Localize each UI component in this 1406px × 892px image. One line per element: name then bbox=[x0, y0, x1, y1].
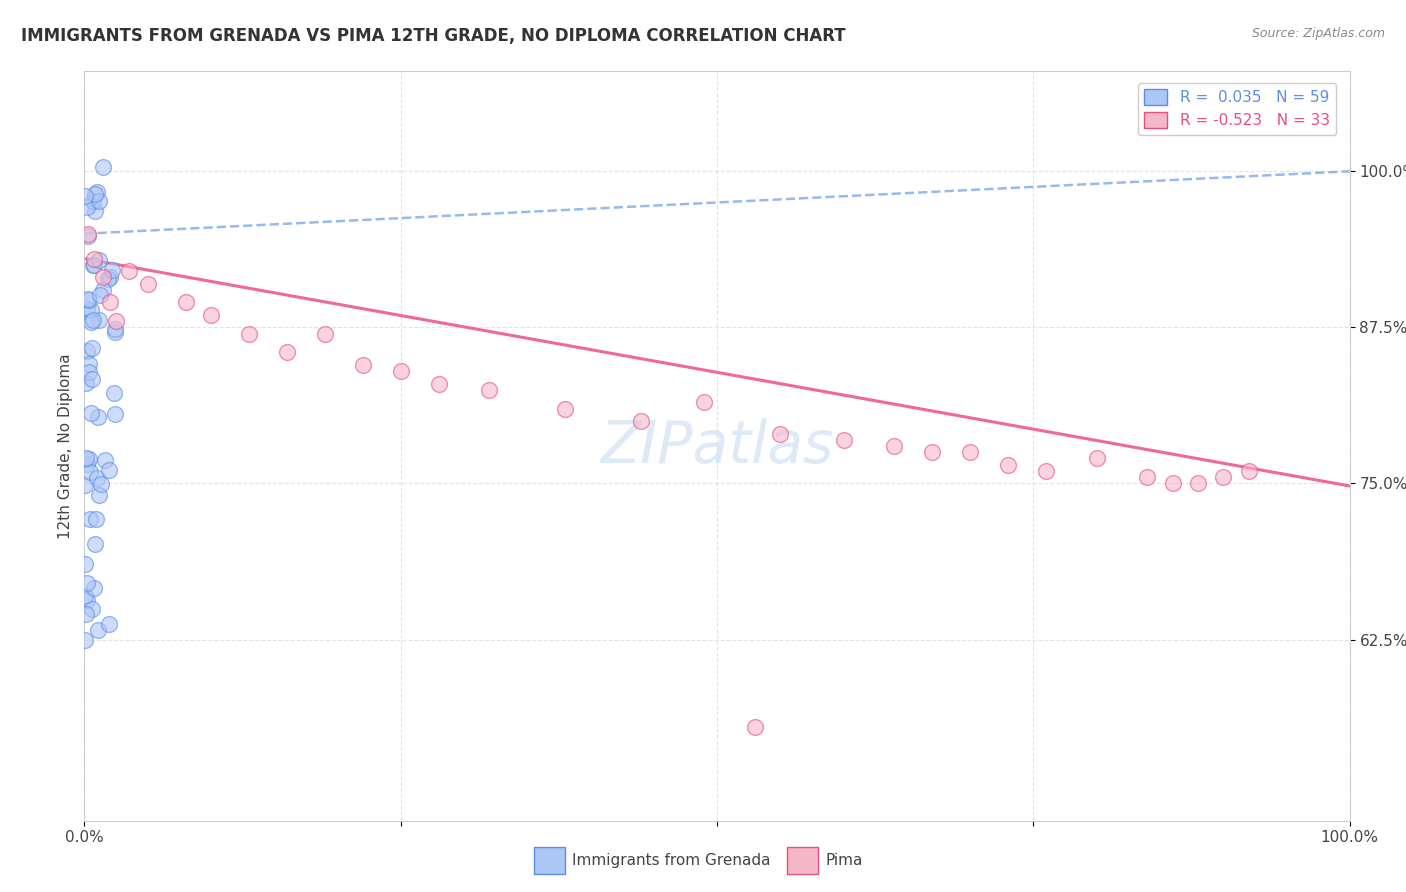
Point bbox=[883, 439, 905, 453]
Point bbox=[1187, 476, 1209, 491]
Point bbox=[87, 488, 110, 502]
Point bbox=[100, 270, 122, 285]
Point bbox=[89, 288, 111, 302]
Point bbox=[693, 395, 716, 409]
Point bbox=[921, 445, 943, 459]
Point bbox=[75, 451, 97, 466]
Point bbox=[98, 295, 121, 310]
Point bbox=[87, 624, 110, 638]
Point bbox=[84, 512, 107, 526]
Point bbox=[76, 458, 98, 472]
Point bbox=[82, 601, 104, 615]
Point bbox=[103, 385, 125, 400]
Point bbox=[427, 376, 450, 391]
Point bbox=[80, 371, 103, 385]
Point bbox=[389, 364, 412, 378]
Point bbox=[76, 344, 98, 359]
Point bbox=[80, 406, 103, 420]
Point bbox=[90, 477, 112, 491]
Point bbox=[77, 292, 100, 306]
Point bbox=[82, 258, 104, 272]
Point bbox=[82, 194, 104, 208]
Point bbox=[87, 313, 110, 327]
Point bbox=[75, 557, 97, 571]
Point bbox=[76, 229, 98, 244]
Point bbox=[91, 160, 114, 174]
Point bbox=[76, 593, 98, 607]
Point bbox=[997, 458, 1019, 472]
Text: Source: ZipAtlas.com: Source: ZipAtlas.com bbox=[1251, 27, 1385, 40]
Point bbox=[105, 314, 127, 328]
Point bbox=[87, 194, 110, 208]
Legend: R =  0.035   N = 59, R = -0.523   N = 33: R = 0.035 N = 59, R = -0.523 N = 33 bbox=[1139, 83, 1336, 135]
Point bbox=[83, 186, 105, 201]
Point bbox=[104, 408, 127, 422]
Point bbox=[97, 617, 120, 632]
Point bbox=[136, 277, 159, 291]
Point bbox=[75, 632, 97, 647]
Point bbox=[174, 295, 197, 310]
Point bbox=[75, 607, 97, 621]
Point bbox=[73, 478, 96, 492]
Point bbox=[314, 326, 336, 341]
Point bbox=[1085, 451, 1108, 466]
Point bbox=[80, 302, 103, 317]
Point bbox=[104, 321, 127, 335]
Point bbox=[83, 259, 105, 273]
Point bbox=[77, 227, 100, 241]
Point bbox=[1212, 470, 1234, 484]
Point bbox=[630, 414, 652, 428]
Point bbox=[98, 463, 121, 477]
Y-axis label: 12th Grade, No Diploma: 12th Grade, No Diploma bbox=[58, 353, 73, 539]
Point bbox=[80, 315, 103, 329]
Point bbox=[1035, 464, 1057, 478]
Point bbox=[76, 302, 98, 317]
Point bbox=[84, 203, 107, 218]
Text: Immigrants from Grenada: Immigrants from Grenada bbox=[572, 854, 770, 868]
Point bbox=[93, 453, 115, 467]
Point bbox=[554, 401, 576, 416]
Point bbox=[104, 325, 127, 339]
Point bbox=[77, 357, 100, 371]
Point bbox=[77, 366, 100, 380]
Point bbox=[79, 511, 101, 525]
Point bbox=[238, 326, 260, 341]
Point bbox=[91, 283, 114, 297]
Point bbox=[352, 358, 374, 372]
Point bbox=[97, 272, 120, 286]
Point bbox=[86, 410, 108, 425]
Text: ZIPatlas: ZIPatlas bbox=[600, 417, 834, 475]
Point bbox=[82, 341, 104, 355]
Point bbox=[1237, 464, 1260, 478]
Point bbox=[118, 264, 141, 278]
Point bbox=[84, 537, 107, 551]
Point bbox=[86, 185, 108, 199]
Point bbox=[478, 383, 501, 397]
Point bbox=[200, 308, 222, 322]
Point bbox=[86, 471, 108, 485]
Point bbox=[769, 426, 792, 441]
Point bbox=[1136, 470, 1159, 484]
Point bbox=[832, 433, 855, 447]
Point bbox=[83, 252, 105, 266]
Point bbox=[76, 200, 98, 214]
Point bbox=[79, 465, 101, 479]
Point bbox=[276, 345, 298, 359]
Point bbox=[82, 313, 104, 327]
Point bbox=[87, 253, 110, 268]
Point bbox=[77, 293, 100, 308]
Point bbox=[83, 581, 105, 595]
Point bbox=[101, 263, 124, 277]
Point bbox=[77, 451, 100, 466]
Point bbox=[1161, 476, 1184, 491]
Point bbox=[959, 445, 981, 459]
Point bbox=[76, 376, 98, 391]
Text: Pima: Pima bbox=[825, 854, 863, 868]
Text: IMMIGRANTS FROM GRENADA VS PIMA 12TH GRADE, NO DIPLOMA CORRELATION CHART: IMMIGRANTS FROM GRENADA VS PIMA 12TH GRA… bbox=[21, 27, 846, 45]
Point bbox=[73, 189, 96, 203]
Point bbox=[76, 576, 98, 591]
Point bbox=[744, 720, 766, 734]
Point bbox=[75, 589, 97, 603]
Point bbox=[93, 270, 115, 285]
